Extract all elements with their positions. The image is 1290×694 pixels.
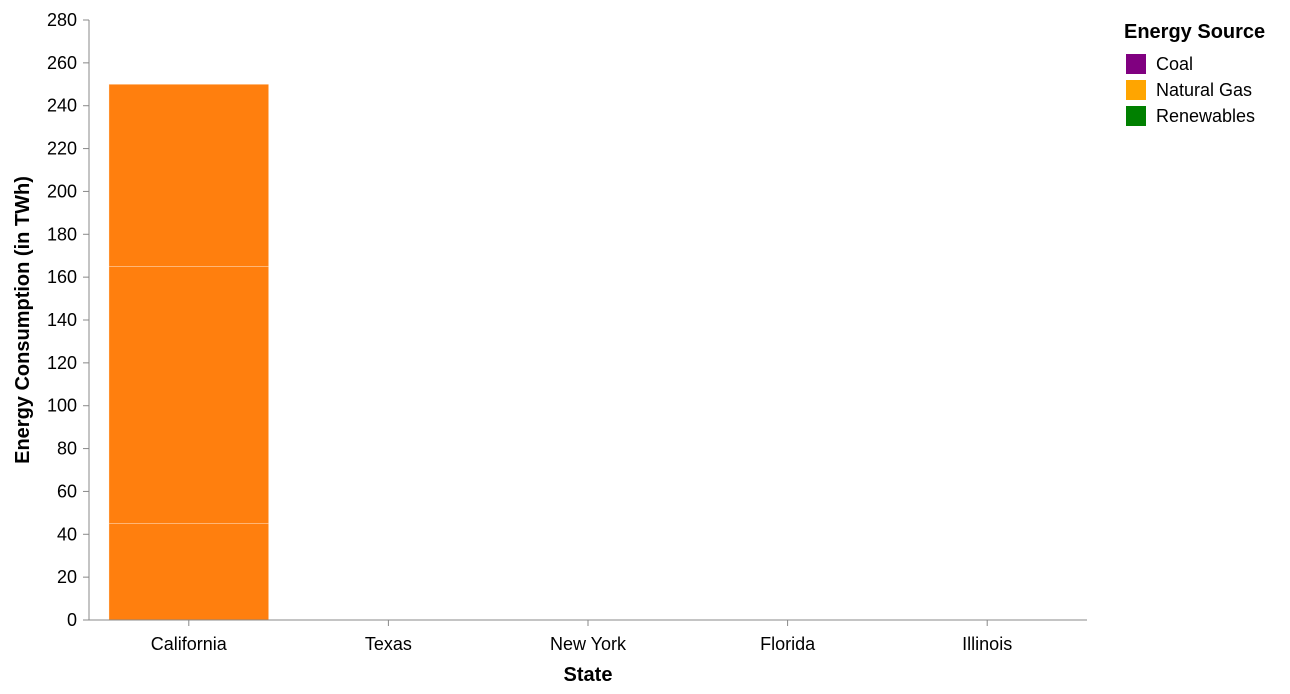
x-tick-label-texas: Texas (365, 634, 412, 654)
y-tick-label: 200 (47, 181, 77, 201)
legend-items: Coal Natural Gas Renewables (1126, 54, 1255, 126)
y-tick-label: 220 (47, 139, 77, 159)
legend-swatch-renewables (1126, 106, 1146, 126)
y-tick-label: 160 (47, 267, 77, 287)
legend-swatch-natural-gas (1126, 80, 1146, 100)
bar-california-natural-gas (108, 266, 269, 524)
legend-title: Energy Source (1124, 21, 1265, 43)
y-tick-label: 280 (47, 10, 77, 30)
legend-swatch-coal (1126, 54, 1146, 74)
y-axis-title: Energy Consumption (in TWh) (12, 176, 34, 464)
y-tick-label: 60 (57, 481, 77, 501)
bar-california-renewables (108, 83, 269, 267)
y-tick-label: 240 (47, 96, 77, 116)
y-tick-label: 100 (47, 396, 77, 416)
x-axis: California Texas New York Florida Illinois (89, 619, 1087, 654)
x-tick-label-illinois: Illinois (962, 634, 1012, 654)
y-tick-label: 180 (47, 224, 77, 244)
bar-california-coal (108, 523, 269, 621)
x-tick-label-florida: Florida (760, 634, 816, 654)
y-tick-label: 260 (47, 53, 77, 73)
y-tick-label: 0 (67, 610, 77, 630)
y-axis: 0 20 40 60 80 100 120 140 160 180 200 220 240 260 280 (47, 10, 90, 630)
bars-layer (108, 83, 269, 621)
y-tick-label: 140 (47, 310, 77, 330)
legend: Energy Source Coal Natural Gas Renewables (1124, 21, 1265, 126)
x-tick-label-california: California (151, 634, 228, 654)
legend-label-renewables: Renewables (1156, 106, 1255, 126)
y-tick-label: 80 (57, 439, 77, 459)
y-tick-label: 120 (47, 353, 77, 373)
x-axis-title: State (564, 664, 613, 686)
y-tick-label: 20 (57, 567, 77, 587)
legend-label-natural-gas: Natural Gas (1156, 80, 1252, 100)
y-tick-label: 40 (57, 524, 77, 544)
x-tick-label-new-york: New York (550, 634, 627, 654)
legend-label-coal: Coal (1156, 54, 1193, 74)
